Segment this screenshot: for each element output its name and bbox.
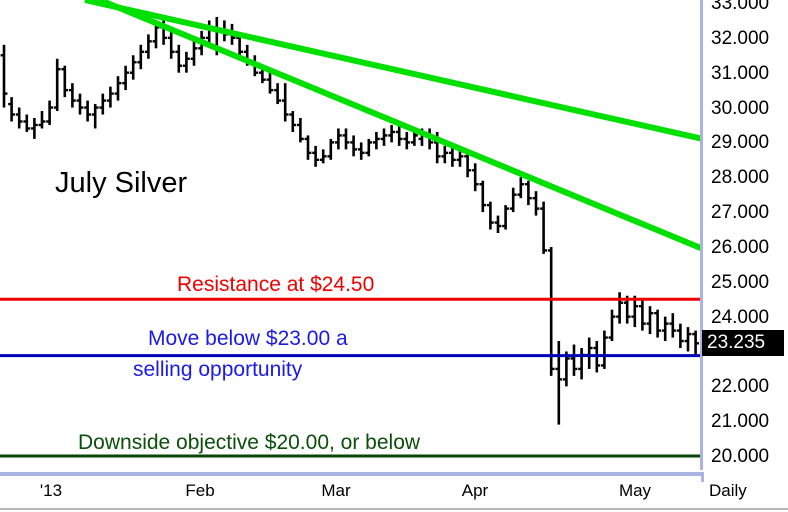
- sell-annotation-line1: Move below $23.00 a: [148, 327, 348, 350]
- price-axis-border: [700, 0, 703, 470]
- price-tick-label: 25.000: [711, 271, 770, 293]
- chart-title: July Silver: [55, 167, 188, 199]
- resistance-annotation: Resistance at $24.50: [177, 273, 375, 296]
- downside-annotation: Downside objective $20.00, or below: [78, 431, 421, 454]
- time-tick-label: Mar: [321, 481, 351, 500]
- price-chart-plot[interactable]: July Silver Resistance at $24.50 Move be…: [0, 0, 703, 470]
- ohlc-chart-canvas[interactable]: [0, 0, 703, 470]
- price-axis: 23.235 33.000 32.000 31.000 30.000 29.000 28.…: [702, 0, 788, 470]
- time-axis: Daily '13 Feb Mar Apr May: [0, 470, 788, 512]
- sell-annotation-line2: selling opportunity: [133, 358, 303, 381]
- price-tick-label: 24.000: [711, 306, 770, 328]
- time-axis-border: [0, 472, 704, 476]
- last-price-badge: 23.235: [702, 330, 784, 357]
- price-tick-label: 29.000: [711, 132, 770, 154]
- price-tick-label: 28.000: [711, 167, 770, 189]
- price-tick-label: 26.000: [711, 236, 770, 258]
- price-tick-label: 31.000: [711, 62, 770, 84]
- time-tick-label: May: [618, 481, 652, 500]
- price-tick-label: 32.000: [711, 27, 770, 49]
- upper-trendline: [84, 0, 703, 142]
- price-tick-label: 22.000: [711, 376, 770, 398]
- time-tick-label: Apr: [461, 481, 489, 500]
- time-tick-label: Feb: [185, 481, 215, 500]
- price-tick-label: 30.000: [711, 97, 770, 119]
- price-tick-label: 21.000: [711, 411, 770, 433]
- timeframe-label: Daily: [709, 481, 747, 500]
- time-axis-corner-tick: [701, 476, 704, 482]
- time-tick-label: '13: [39, 481, 63, 500]
- price-tick-label: 33.000: [711, 0, 770, 14]
- price-tick-label: 27.000: [711, 202, 770, 224]
- lower-trendline: [98, 0, 703, 252]
- price-tick-label: 20.000: [711, 446, 770, 468]
- bottom-divider: [0, 508, 788, 510]
